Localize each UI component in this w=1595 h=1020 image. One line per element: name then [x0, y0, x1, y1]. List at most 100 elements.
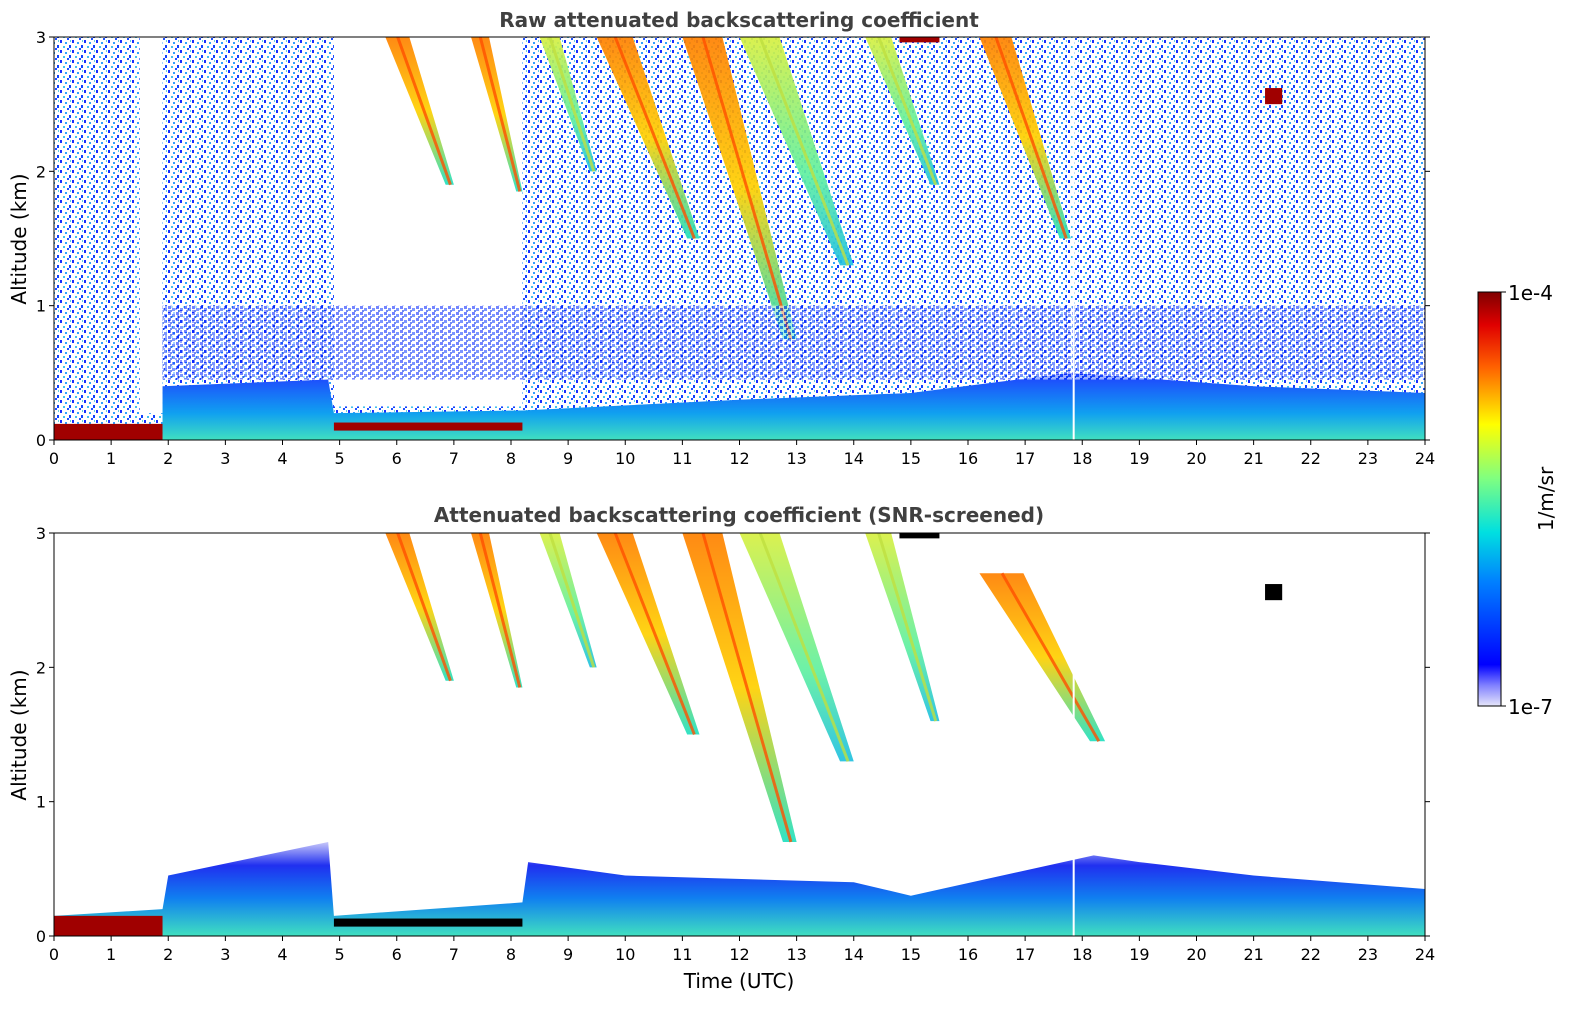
- x-tick-label: 14: [844, 945, 864, 964]
- region-fall-streak-core: [701, 36, 793, 340]
- region-fall-streak-core: [701, 532, 793, 843]
- top-title: Raw attenuated backscattering coefficien…: [499, 8, 979, 32]
- y-tick-label: 2: [36, 162, 46, 181]
- region-boundary-layer: [54, 841, 1425, 936]
- region-cloud-top: [899, 37, 940, 43]
- x-tick-label: 13: [786, 945, 806, 964]
- region-fall-streak-core: [478, 36, 522, 192]
- colorbar-min: 1e-7: [1508, 695, 1553, 719]
- x-tick-label: 23: [1358, 449, 1378, 468]
- region-isolated-target: [1265, 88, 1283, 105]
- x-tick-label: 14: [844, 449, 864, 468]
- x-tick-label: 15: [901, 945, 921, 964]
- region-fog-saturation: [54, 423, 163, 440]
- x-tick-label: 2: [163, 945, 173, 964]
- y-tick-label: 3: [36, 524, 46, 543]
- x-tick-label: 17: [1015, 449, 1035, 468]
- x-tick-label: 10: [615, 449, 635, 468]
- colorbar-gradient: [1477, 291, 1502, 707]
- x-tick-label: 19: [1129, 449, 1149, 468]
- x-tick-label: 18: [1072, 449, 1092, 468]
- region-saturation-layer: [333, 422, 523, 431]
- region-fall-streak-core: [396, 36, 452, 186]
- region-fall-streak-core: [548, 36, 596, 172]
- y-tick-label: 0: [36, 927, 46, 946]
- y-tick-label: 3: [36, 28, 46, 47]
- bottom-axes: 0 1 2 3 4 5 6 7 8 9 10 11 12 13 14 15 16 17 18 19 20 21 22 23 24…: [36, 524, 1435, 964]
- x-tick-label: 22: [1301, 449, 1321, 468]
- x-tick-label: 23: [1358, 945, 1378, 964]
- x-tick-label: 13: [786, 449, 806, 468]
- x-tick-label: 9: [563, 449, 573, 468]
- y-tick-label: 2: [36, 658, 46, 677]
- region-fog-saturation: [54, 915, 163, 936]
- y-tick-label: 1: [36, 297, 46, 316]
- x-tick-label: 2: [163, 449, 173, 468]
- raw-panel: Raw attenuated backscattering coefficien…: [7, 8, 1435, 468]
- region-fall-streak-core: [613, 36, 696, 240]
- x-tick-label: 0: [49, 449, 59, 468]
- region-fall-streak-core: [994, 36, 1068, 239]
- x-tick-label: 16: [958, 449, 978, 468]
- x-tick-label: 6: [392, 945, 402, 964]
- bottom-xlabel: Time (UTC): [683, 969, 795, 993]
- bottom-title: Attenuated backscattering coefficient (S…: [434, 503, 1044, 527]
- region-fall-streak-core: [613, 532, 696, 736]
- screened-panel: Attenuated backscattering coefficient (S…: [7, 503, 1435, 993]
- top-axes: 0 1 2 3 4 5 6 7 8 9 10 11 12 13 14 15 16 17 18 19 20 21 22 23 24…: [36, 28, 1435, 468]
- region-fall-streak-core: [758, 532, 850, 762]
- x-tick-label: 24: [1415, 945, 1435, 964]
- x-tick-label: 3: [220, 945, 230, 964]
- x-tick-label: 3: [220, 449, 230, 468]
- x-tick-label: 10: [615, 945, 635, 964]
- x-tick-label: 20: [1186, 945, 1206, 964]
- x-tick-label: 7: [449, 449, 459, 468]
- x-tick-label: 17: [1015, 945, 1035, 964]
- region-fall-streak-core: [396, 532, 452, 682]
- bottom-heatmap: [54, 532, 1425, 936]
- x-tick-label: 20: [1186, 449, 1206, 468]
- x-tick-label: 9: [563, 945, 573, 964]
- x-tick-label: 21: [1243, 945, 1263, 964]
- colorbar: 1e-4 1e-7 1/m/sr: [1477, 281, 1558, 719]
- region-fall-streak-core: [1000, 572, 1101, 742]
- x-tick-label: 16: [958, 945, 978, 964]
- region-fall-streak-core: [877, 532, 938, 722]
- x-tick-label: 18: [1072, 945, 1092, 964]
- x-tick-label: 12: [729, 449, 749, 468]
- x-tick-label: 0: [49, 945, 59, 964]
- bottom-ylabel: Altitude (km): [7, 669, 31, 800]
- top-ylabel: Altitude (km): [7, 173, 31, 304]
- x-tick-label: 21: [1243, 449, 1263, 468]
- region-no-signal: [139, 37, 163, 414]
- x-tick-label: 6: [392, 449, 402, 468]
- region-fall-streak-core: [548, 532, 596, 668]
- x-tick-label: 11: [672, 449, 692, 468]
- colorbar-max: 1e-4: [1508, 281, 1553, 305]
- x-tick-label: 12: [729, 945, 749, 964]
- y-tick-label: 0: [36, 431, 46, 450]
- region-fall-streak-core: [478, 532, 522, 688]
- x-tick-label: 11: [672, 945, 692, 964]
- x-tick-label: 8: [506, 945, 516, 964]
- region-fall-streak-core: [877, 36, 938, 186]
- x-tick-label: 1: [106, 945, 116, 964]
- region-fall-streak-core: [758, 36, 850, 266]
- x-tick-label: 7: [449, 945, 459, 964]
- colorbar-label: 1/m/sr: [1534, 466, 1558, 531]
- top-heatmap: [54, 36, 1426, 440]
- x-tick-label: 22: [1301, 945, 1321, 964]
- region-saturation-layer: [333, 918, 523, 927]
- x-tick-label: 8: [506, 449, 516, 468]
- x-tick-label: 15: [901, 449, 921, 468]
- x-tick-label: 19: [1129, 945, 1149, 964]
- y-tick-label: 1: [36, 793, 46, 812]
- region-isolated-target: [1265, 584, 1283, 601]
- x-tick-label: 5: [335, 945, 345, 964]
- x-tick-label: 1: [106, 449, 116, 468]
- x-tick-label: 4: [277, 449, 287, 468]
- region-noise-dense: [162, 305, 1426, 380]
- x-tick-label: 5: [335, 449, 345, 468]
- region-cloud-top: [899, 533, 940, 539]
